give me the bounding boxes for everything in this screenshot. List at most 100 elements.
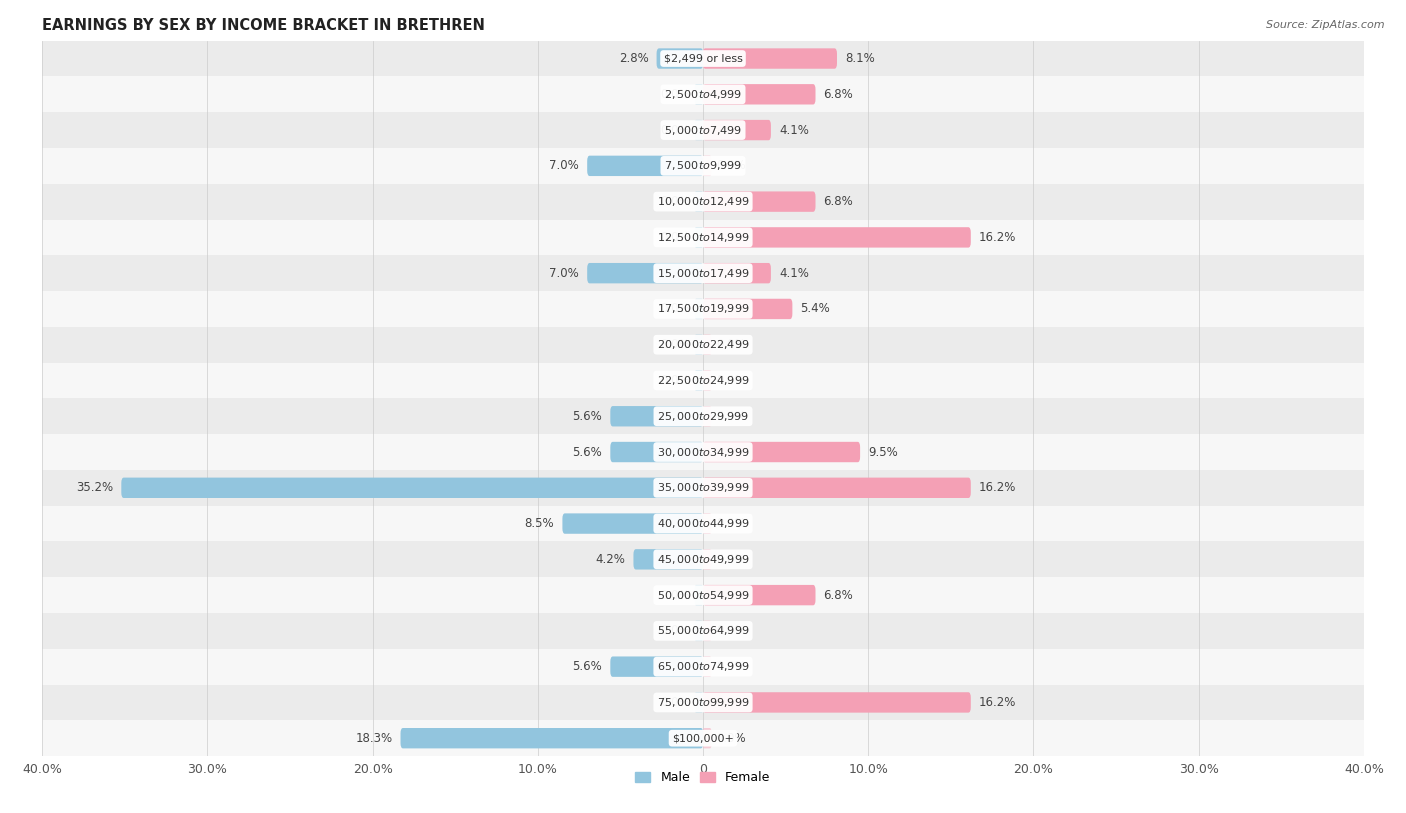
FancyBboxPatch shape: [703, 298, 793, 320]
Text: $5,000 to $7,499: $5,000 to $7,499: [664, 124, 742, 137]
Text: 0.0%: 0.0%: [716, 624, 745, 637]
FancyBboxPatch shape: [703, 406, 711, 427]
FancyBboxPatch shape: [703, 334, 711, 355]
FancyBboxPatch shape: [610, 406, 703, 427]
Text: 0.0%: 0.0%: [661, 589, 690, 602]
FancyBboxPatch shape: [42, 220, 1364, 255]
Text: 0.0%: 0.0%: [661, 231, 690, 244]
Text: $45,000 to $49,999: $45,000 to $49,999: [657, 553, 749, 566]
Text: $2,500 to $4,999: $2,500 to $4,999: [664, 88, 742, 101]
Text: 16.2%: 16.2%: [979, 481, 1017, 494]
Text: $20,000 to $22,499: $20,000 to $22,499: [657, 338, 749, 351]
Text: 4.2%: 4.2%: [596, 553, 626, 566]
Text: 0.0%: 0.0%: [661, 338, 690, 351]
FancyBboxPatch shape: [634, 549, 703, 570]
FancyBboxPatch shape: [703, 656, 711, 677]
FancyBboxPatch shape: [703, 227, 970, 248]
Text: $7,500 to $9,999: $7,500 to $9,999: [664, 159, 742, 172]
FancyBboxPatch shape: [703, 513, 711, 534]
FancyBboxPatch shape: [42, 41, 1364, 76]
FancyBboxPatch shape: [703, 728, 711, 749]
Text: 5.6%: 5.6%: [572, 660, 602, 673]
Text: 6.8%: 6.8%: [824, 88, 853, 101]
Text: 16.2%: 16.2%: [979, 696, 1017, 709]
Text: 7.0%: 7.0%: [550, 159, 579, 172]
Text: 5.6%: 5.6%: [572, 446, 602, 459]
Text: 0.0%: 0.0%: [661, 195, 690, 208]
Text: $55,000 to $64,999: $55,000 to $64,999: [657, 624, 749, 637]
FancyBboxPatch shape: [695, 620, 703, 641]
FancyBboxPatch shape: [695, 692, 703, 713]
FancyBboxPatch shape: [703, 370, 711, 391]
Text: 5.4%: 5.4%: [800, 302, 830, 315]
Text: 0.0%: 0.0%: [661, 302, 690, 315]
FancyBboxPatch shape: [42, 434, 1364, 470]
Text: 8.1%: 8.1%: [845, 52, 875, 65]
FancyBboxPatch shape: [703, 84, 815, 105]
FancyBboxPatch shape: [42, 327, 1364, 363]
FancyBboxPatch shape: [42, 363, 1364, 398]
Text: 6.8%: 6.8%: [824, 589, 853, 602]
FancyBboxPatch shape: [42, 76, 1364, 112]
Text: EARNINGS BY SEX BY INCOME BRACKET IN BRETHREN: EARNINGS BY SEX BY INCOME BRACKET IN BRE…: [42, 18, 485, 33]
Text: $15,000 to $17,499: $15,000 to $17,499: [657, 267, 749, 280]
FancyBboxPatch shape: [42, 720, 1364, 756]
FancyBboxPatch shape: [42, 255, 1364, 291]
FancyBboxPatch shape: [703, 620, 711, 641]
Text: 7.0%: 7.0%: [550, 267, 579, 280]
Text: 0.0%: 0.0%: [661, 624, 690, 637]
Text: $10,000 to $12,499: $10,000 to $12,499: [657, 195, 749, 208]
FancyBboxPatch shape: [703, 441, 860, 463]
FancyBboxPatch shape: [610, 441, 703, 463]
FancyBboxPatch shape: [703, 155, 711, 176]
FancyBboxPatch shape: [42, 398, 1364, 434]
Text: $25,000 to $29,999: $25,000 to $29,999: [657, 410, 749, 423]
FancyBboxPatch shape: [562, 513, 703, 534]
FancyBboxPatch shape: [695, 227, 703, 248]
FancyBboxPatch shape: [401, 728, 703, 749]
Text: $30,000 to $34,999: $30,000 to $34,999: [657, 446, 749, 459]
Text: 4.1%: 4.1%: [779, 124, 808, 137]
FancyBboxPatch shape: [42, 470, 1364, 506]
FancyBboxPatch shape: [42, 541, 1364, 577]
Text: $17,500 to $19,999: $17,500 to $19,999: [657, 302, 749, 315]
Text: $35,000 to $39,999: $35,000 to $39,999: [657, 481, 749, 494]
FancyBboxPatch shape: [610, 656, 703, 677]
FancyBboxPatch shape: [588, 155, 703, 176]
Text: 0.0%: 0.0%: [716, 374, 745, 387]
FancyBboxPatch shape: [42, 613, 1364, 649]
Text: $2,499 or less: $2,499 or less: [664, 54, 742, 63]
FancyBboxPatch shape: [42, 649, 1364, 685]
FancyBboxPatch shape: [703, 477, 970, 498]
FancyBboxPatch shape: [703, 263, 770, 284]
FancyBboxPatch shape: [695, 585, 703, 606]
FancyBboxPatch shape: [703, 191, 815, 212]
Text: 2.8%: 2.8%: [619, 52, 648, 65]
Text: 0.0%: 0.0%: [716, 410, 745, 423]
FancyBboxPatch shape: [703, 585, 815, 606]
Text: 0.0%: 0.0%: [661, 374, 690, 387]
FancyBboxPatch shape: [695, 84, 703, 105]
FancyBboxPatch shape: [695, 191, 703, 212]
FancyBboxPatch shape: [42, 112, 1364, 148]
Text: 0.0%: 0.0%: [661, 88, 690, 101]
Text: 18.3%: 18.3%: [356, 732, 392, 745]
Text: $75,000 to $99,999: $75,000 to $99,999: [657, 696, 749, 709]
Text: $22,500 to $24,999: $22,500 to $24,999: [657, 374, 749, 387]
FancyBboxPatch shape: [703, 48, 837, 69]
Text: Source: ZipAtlas.com: Source: ZipAtlas.com: [1267, 20, 1385, 30]
FancyBboxPatch shape: [42, 685, 1364, 720]
FancyBboxPatch shape: [588, 263, 703, 284]
Text: $40,000 to $44,999: $40,000 to $44,999: [657, 517, 749, 530]
Text: 4.1%: 4.1%: [779, 267, 808, 280]
Text: 0.0%: 0.0%: [716, 553, 745, 566]
Text: 9.5%: 9.5%: [868, 446, 898, 459]
Text: 5.6%: 5.6%: [572, 410, 602, 423]
FancyBboxPatch shape: [42, 577, 1364, 613]
Text: 0.0%: 0.0%: [661, 696, 690, 709]
Text: 35.2%: 35.2%: [76, 481, 114, 494]
Text: $12,500 to $14,999: $12,500 to $14,999: [657, 231, 749, 244]
Text: $50,000 to $54,999: $50,000 to $54,999: [657, 589, 749, 602]
FancyBboxPatch shape: [695, 120, 703, 141]
FancyBboxPatch shape: [703, 120, 770, 141]
